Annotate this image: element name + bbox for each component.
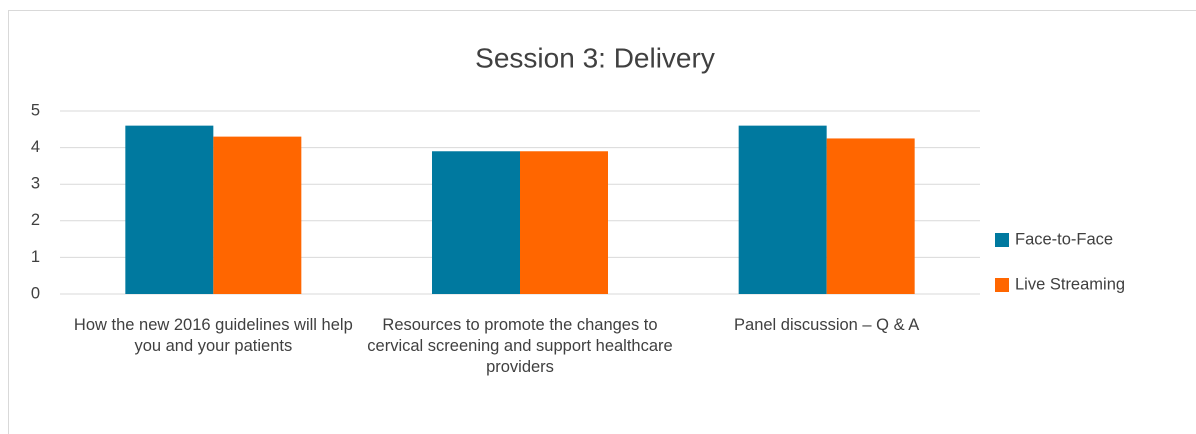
y-tick-label: 4 (31, 138, 40, 156)
chart-title: Session 3: Delivery (475, 42, 715, 73)
legend-swatch (995, 278, 1009, 292)
legend-label: Live Streaming (1015, 275, 1125, 293)
bar (826, 138, 915, 294)
bar (738, 125, 827, 294)
bar (125, 125, 214, 294)
y-tick-label: 0 (31, 284, 40, 302)
x-tick-label: Panel discussion – Q & A (734, 316, 920, 334)
x-tick-label: How the new 2016 guidelines will help yo… (73, 316, 353, 355)
y-tick-label: 2 (31, 211, 40, 229)
bar (213, 136, 302, 294)
x-tick-label: Resources to promote the changes to cerv… (367, 316, 673, 376)
legend-swatch (995, 233, 1009, 247)
bar (432, 151, 520, 294)
y-tick-label: 3 (31, 175, 40, 193)
bar (520, 151, 608, 294)
y-tick-label: 5 (31, 101, 40, 119)
y-tick-label: 1 (31, 248, 40, 266)
chart-border (8, 10, 1196, 434)
legend-label: Face-to-Face (1015, 230, 1113, 248)
